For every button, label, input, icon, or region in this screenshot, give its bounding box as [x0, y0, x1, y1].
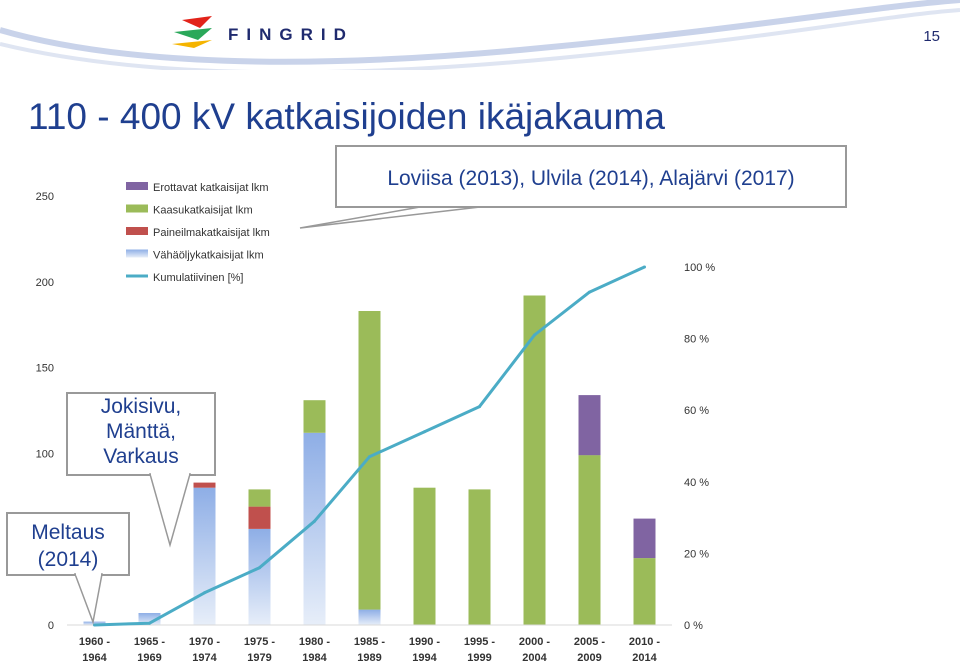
logo-swoosh-2 [0, 8, 960, 70]
x-tick-label: 1989 [357, 652, 381, 663]
cumulative-point [258, 566, 261, 570]
legend-label: Vähäöljykatkaisijat lkm [153, 250, 264, 262]
bar-segment [303, 432, 326, 625]
callout-text: Varkaus [103, 445, 178, 468]
legend: Erottavat katkaisijat lkm Kaasukatkaisija… [126, 182, 270, 284]
callout-text: Meltaus [31, 521, 105, 544]
x-tick-label: 1964 [82, 652, 107, 663]
cumulative-point [148, 621, 151, 625]
x-tick-label: 1975 - [244, 636, 276, 648]
axes-layer: 1960 - 1964 1965 - 1969 1970 - 1974 1975 - 1979… [36, 191, 716, 663]
x-tick-label: 1984 [302, 652, 327, 663]
bar-segment [523, 295, 546, 625]
x-tick-label: 1980 - [299, 636, 331, 648]
callout-pointer [149, 473, 191, 548]
cumulative-point [533, 333, 536, 337]
x-tick-label: 2004 [522, 652, 547, 663]
y-left-tick-label: 150 [36, 363, 54, 375]
cumulative-point [93, 623, 96, 627]
y-right-tick-label: 0 % [684, 620, 703, 632]
y-left-tick-label: 250 [36, 191, 54, 203]
cumulative-point [643, 265, 646, 269]
slide-title: 110 - 400 kV katkaisijoiden ikäjakauma [28, 96, 665, 137]
callouts-layer: Loviisa (2013), Ulvila (2014), Alajärvi … [6, 145, 847, 625]
callout-box [6, 512, 130, 576]
callout-box [335, 145, 847, 208]
x-tick-label: 1994 [412, 652, 437, 663]
x-tick-label: 2010 - [629, 636, 661, 648]
bar-segment [578, 395, 601, 456]
y-right-tick-label: 20 % [684, 548, 709, 560]
cumulative-point [203, 591, 206, 595]
y-left-tick-label: 200 [36, 277, 54, 289]
callout-text: Loviisa (2013), Ulvila (2014), Alajärvi … [387, 167, 794, 190]
y-left-tick-label: 100 [36, 448, 54, 460]
callout-pointer [299, 206, 481, 229]
legend-swatch [126, 249, 148, 258]
x-tick-label: 1995 - [464, 636, 496, 648]
bar-segment [303, 400, 326, 433]
bar-segment [193, 482, 216, 488]
callout-text: Jokisivu, [101, 395, 182, 418]
cumulative-point [478, 405, 481, 409]
callout-box [66, 392, 216, 476]
x-tick-label: 2009 [577, 652, 601, 663]
bar-segment [248, 528, 271, 625]
y-left-tick-label: 0 [48, 620, 54, 632]
bar-segment [468, 489, 491, 625]
x-tick-label: 2014 [632, 652, 657, 663]
cumulative-point [313, 519, 316, 523]
x-tick-label: 1974 [192, 652, 217, 663]
x-tick-label: 1969 [137, 652, 161, 663]
bar-segment [633, 518, 656, 559]
callout-pointer [73, 573, 103, 625]
logo-swoosh-1 [0, 0, 960, 65]
cumulative-point [423, 430, 426, 434]
y-right-tick-label: 60 % [684, 405, 709, 417]
x-tick-label: 1985 - [354, 636, 386, 648]
bar-segment [578, 455, 601, 625]
bar-segment [248, 506, 271, 529]
x-tick-label: 1990 - [409, 636, 441, 648]
bar-segment [358, 311, 381, 610]
y-right-tick-label: 40 % [684, 477, 709, 489]
legend-swatch [126, 204, 148, 213]
logo-text: FINGRID [228, 25, 354, 44]
x-tick-label: 1960 - [79, 636, 111, 648]
x-tick-label: 1965 - [134, 636, 166, 648]
y-right-tick-label: 80 % [684, 334, 709, 346]
y-right-tick-label: 100 % [684, 262, 715, 274]
fingrid-logo-mark [0, 0, 960, 70]
legend-label: Paineilmakatkaisijat lkm [153, 227, 270, 239]
x-tick-label: 1970 - [189, 636, 221, 648]
bar-segment [193, 487, 216, 625]
cumulative-point [368, 455, 371, 459]
legend-swatch [126, 182, 148, 190]
bar-segment [358, 609, 381, 625]
legend-swatch [126, 227, 148, 235]
callout-text: Mänttä, [106, 420, 176, 443]
legend-label: Kumulatiivinen [%] [153, 272, 244, 284]
bar-segment [83, 621, 106, 625]
bar-segment [413, 487, 436, 625]
cumulative-point [588, 290, 591, 294]
x-tick-label: 1979 [247, 652, 271, 663]
legend-label: Erottavat katkaisijat lkm [153, 182, 269, 194]
cumulative-line-layer [93, 265, 646, 627]
x-tick-label: 2005 - [574, 636, 606, 648]
x-tick-label: 1999 [467, 652, 491, 663]
bar-segment [248, 489, 271, 507]
callout-text: (2014) [38, 548, 99, 571]
x-tick-label: 2000 - [519, 636, 551, 648]
page-number: 15 [923, 28, 940, 45]
logo-flag-red [182, 16, 212, 28]
logo-flag-yellow [172, 40, 212, 48]
legend-label: Kaasukatkaisijat lkm [153, 205, 253, 217]
logo-flag-green [174, 28, 212, 40]
bar-segment [633, 558, 656, 625]
